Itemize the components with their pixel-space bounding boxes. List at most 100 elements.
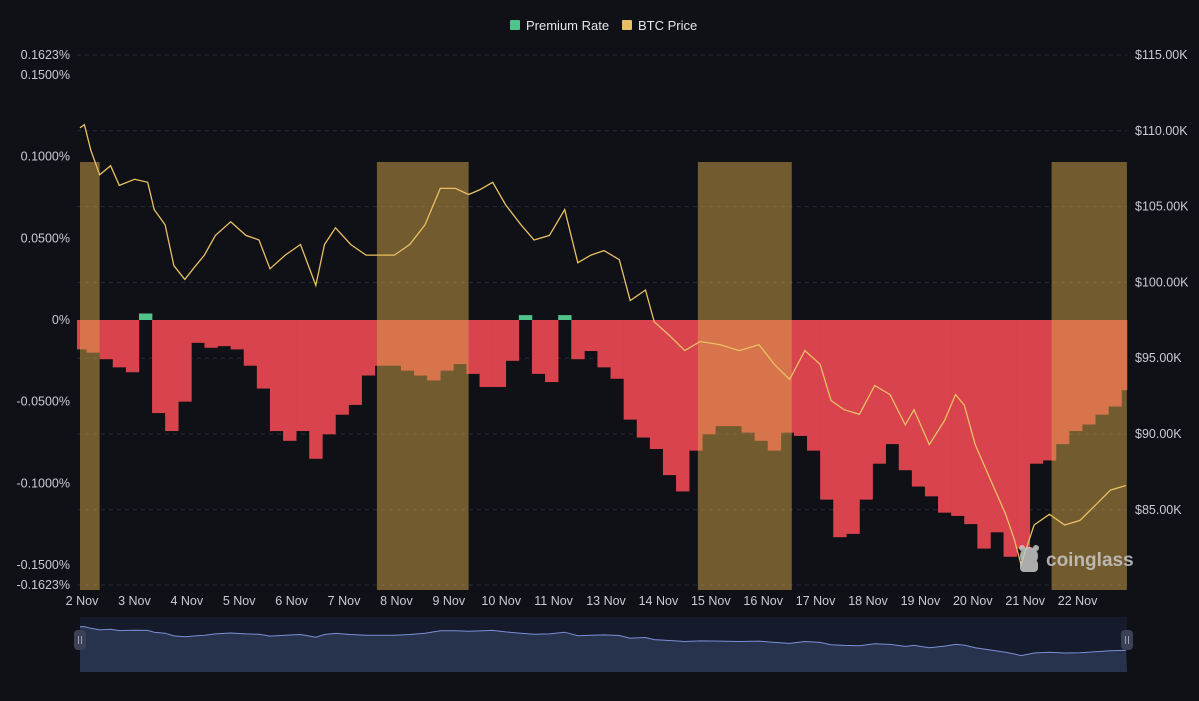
highlight-bands — [80, 162, 1127, 590]
premium-bar — [636, 320, 651, 438]
premium-bar — [479, 320, 493, 387]
premium-bar — [125, 320, 140, 373]
premium-bar — [243, 320, 258, 366]
legend-swatch-premium-rate[interactable] — [510, 20, 520, 30]
legend-swatch-btc-price[interactable] — [622, 20, 632, 30]
premium-bar — [846, 320, 860, 534]
premium-bar — [924, 320, 939, 497]
premium-bar — [623, 320, 638, 420]
premium-bar — [898, 320, 913, 471]
premium-bar — [911, 320, 926, 487]
premium-bar — [833, 320, 847, 538]
left-axis-tick-label: -0.1500% — [16, 558, 70, 572]
x-axis-tick-label: 4 Nov — [170, 594, 203, 608]
premium-bar — [505, 320, 520, 361]
premium-bar — [518, 315, 533, 321]
x-axis-tick-label: 9 Nov — [432, 594, 465, 608]
legend[interactable]: Premium Rate BTC Price — [510, 18, 697, 33]
premium-bar — [138, 313, 153, 321]
premium-bar — [335, 320, 349, 415]
left-axis-tick-label: 0.1000% — [21, 150, 70, 164]
left-axis-tick-label: 0% — [52, 313, 70, 327]
drag-handle-icon — [1125, 636, 1129, 644]
watermark: coinglass — [1019, 545, 1134, 572]
highlight-band — [376, 162, 469, 590]
highlight-band — [697, 162, 792, 590]
premium-bar — [361, 320, 376, 376]
legend-label-btc-price[interactable]: BTC Price — [638, 18, 697, 33]
premium-bar — [204, 320, 218, 348]
right-axis-tick-label: $95.00K — [1135, 351, 1182, 365]
premium-bar — [951, 320, 965, 516]
highlight-band — [80, 162, 100, 590]
left-axis: 0.1623% 0.1500% 0.1000% 0.0500% 0% -0.0500% -0… — [16, 48, 70, 592]
premium-bar — [492, 320, 507, 387]
premium-bar — [597, 320, 611, 368]
premium-bar — [99, 320, 114, 360]
left-axis-tick-label: 0.1500% — [21, 68, 70, 82]
premium-bar — [348, 320, 362, 405]
premium-bar — [977, 320, 991, 549]
left-axis-tick-label: -0.1623% — [16, 578, 70, 592]
premium-bar — [676, 320, 690, 492]
right-axis-tick-label: $110.00K — [1135, 124, 1188, 138]
left-axis-tick-label: 0.0500% — [21, 231, 70, 245]
premium-bar — [859, 320, 873, 500]
right-axis-tick-label: $100.00K — [1135, 275, 1189, 289]
premium-bar — [191, 320, 205, 343]
premium-bar — [1029, 320, 1044, 464]
left-axis-tick-label: 0.1623% — [21, 48, 70, 62]
premium-bar — [152, 320, 166, 414]
navigator-right-handle[interactable] — [1121, 630, 1133, 650]
x-axis-tick-label: 13 Nov — [586, 594, 626, 608]
x-axis-tick-label: 7 Nov — [328, 594, 361, 608]
premium-bar — [872, 320, 886, 464]
navigator-left-handle[interactable] — [74, 630, 86, 650]
x-axis-tick-label: 21 Nov — [1005, 594, 1045, 608]
premium-bar — [531, 320, 546, 374]
x-axis-tick-label: 16 Nov — [743, 594, 783, 608]
premium-bar — [558, 315, 572, 321]
x-axis-tick-label: 18 Nov — [848, 594, 888, 608]
premium-bar — [584, 320, 598, 352]
premium-bar — [178, 320, 192, 402]
premium-bar — [296, 320, 310, 432]
x-axis-tick-label: 15 Nov — [691, 594, 731, 608]
right-axis-tick-label: $105.00K — [1135, 200, 1189, 214]
x-axis: 2 Nov 3 Nov 4 Nov 5 Nov 6 Nov 7 Nov 8 Nov 9 Nov… — [66, 594, 1098, 608]
premium-bar — [322, 320, 336, 435]
premium-bar — [1003, 320, 1017, 557]
x-axis-tick-label: 8 Nov — [380, 594, 413, 608]
left-axis-tick-label: -0.1000% — [16, 476, 70, 490]
x-axis-tick-label: 10 Nov — [481, 594, 521, 608]
premium-bar — [571, 320, 585, 360]
premium-bar — [820, 320, 834, 500]
right-axis: $115.00K $110.00K $105.00K $100.00K $95.00K $… — [1135, 48, 1189, 517]
premium-bar — [990, 320, 1004, 533]
x-axis-tick-label: 14 Nov — [639, 594, 679, 608]
premium-bar — [1016, 320, 1031, 549]
right-axis-tick-label: $90.00K — [1135, 427, 1182, 441]
x-axis-tick-label: 3 Nov — [118, 594, 151, 608]
premium-bar — [165, 320, 179, 432]
premium-bar — [545, 320, 559, 383]
left-axis-tick-label: -0.0500% — [16, 395, 70, 409]
premium-bar — [885, 320, 900, 445]
drag-handle-icon — [78, 636, 82, 644]
premium-bar — [230, 320, 245, 350]
right-axis-tick-label: $115.00K — [1135, 48, 1188, 62]
right-axis-tick-label: $85.00K — [1135, 503, 1182, 517]
premium-bar — [256, 320, 271, 389]
premium-bar — [309, 320, 323, 459]
legend-label-premium-rate[interactable]: Premium Rate — [526, 18, 609, 33]
x-axis-tick-label: 11 Nov — [534, 594, 573, 608]
x-axis-tick-label: 2 Nov — [66, 594, 99, 608]
btc-price-line — [79, 123, 1126, 567]
premium-bar — [610, 320, 624, 379]
premium-bar — [938, 320, 952, 513]
navigator[interactable] — [74, 617, 1133, 672]
watermark-text: coinglass — [1046, 550, 1134, 571]
x-axis-tick-label: 22 Nov — [1058, 594, 1098, 608]
x-axis-tick-label: 20 Nov — [953, 594, 993, 608]
